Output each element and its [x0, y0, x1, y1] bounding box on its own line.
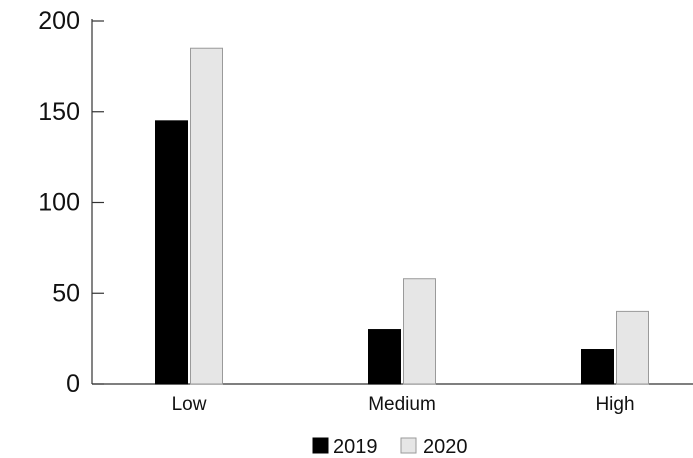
bar-low-2020: [190, 47, 223, 385]
y-tick-label: 0: [66, 370, 80, 398]
legend: 2019 2020: [312, 436, 468, 458]
legend-swatch-2020: [400, 437, 417, 454]
bar-medium-2019: [368, 329, 401, 385]
x-tick-label: High: [595, 394, 634, 415]
y-tick-label: 50: [52, 279, 80, 307]
bar-medium-2020: [403, 278, 436, 385]
y-axis: 0 50 100 150 200: [38, 7, 104, 398]
y-tick-label: 200: [38, 7, 80, 35]
bar-high-2019: [581, 349, 614, 385]
bar-low-2019: [155, 120, 188, 385]
legend-label-2020: 2020: [423, 436, 468, 458]
y-tick-label: 100: [38, 189, 80, 217]
x-tick-label: Low: [172, 394, 207, 415]
bars: [155, 47, 649, 385]
legend-swatch-2019: [312, 437, 329, 454]
x-tick-label: Medium: [368, 394, 436, 415]
x-axis: Low Medium High: [92, 383, 693, 415]
y-tick-label: 150: [38, 98, 80, 126]
legend-label-2019: 2019: [333, 436, 378, 458]
bar-high-2020: [616, 310, 649, 385]
